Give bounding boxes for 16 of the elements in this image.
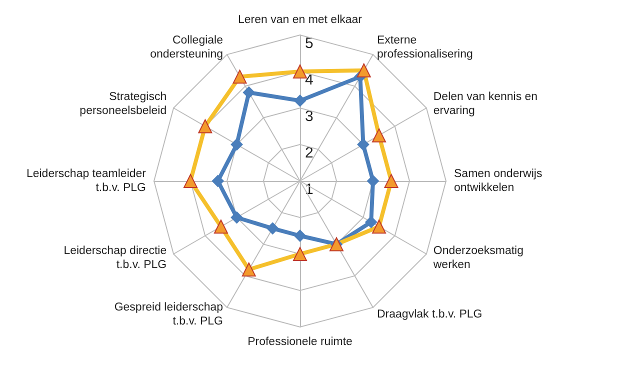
spoke-label: Draagvlak t.b.v. PLG	[377, 308, 482, 320]
y-tick-label: 2	[305, 144, 314, 162]
spoke-label: Onderzoeksmatig werken	[432, 245, 524, 271]
spoke-label: Gespreid leiderschap t.b.v. PLG	[114, 301, 224, 328]
spoke-label: Leiderschap directie t.b.v. PLG	[64, 245, 167, 271]
spoke-label: Professionele ruimte	[248, 336, 352, 348]
spoke-label: Externe professionalisering	[377, 34, 473, 61]
spoke-label: Delen van kennis en ervaring	[433, 91, 538, 117]
spoke-label: Collegiale ondersteuning	[150, 34, 223, 61]
spoke-label: Leiderschap teamleider t.b.v. PLG	[26, 168, 146, 194]
spoke-label: Leren van en met elkaar	[238, 14, 362, 26]
spoke-label: Samen onderwijs ontwikkelen	[454, 168, 542, 194]
y-tick-label: 3	[305, 108, 314, 125]
spoke-label: Strategisch personeelsbeleid	[80, 91, 167, 117]
y-tick-label: 5	[305, 35, 314, 52]
y-tick-label: 4	[305, 72, 314, 88]
